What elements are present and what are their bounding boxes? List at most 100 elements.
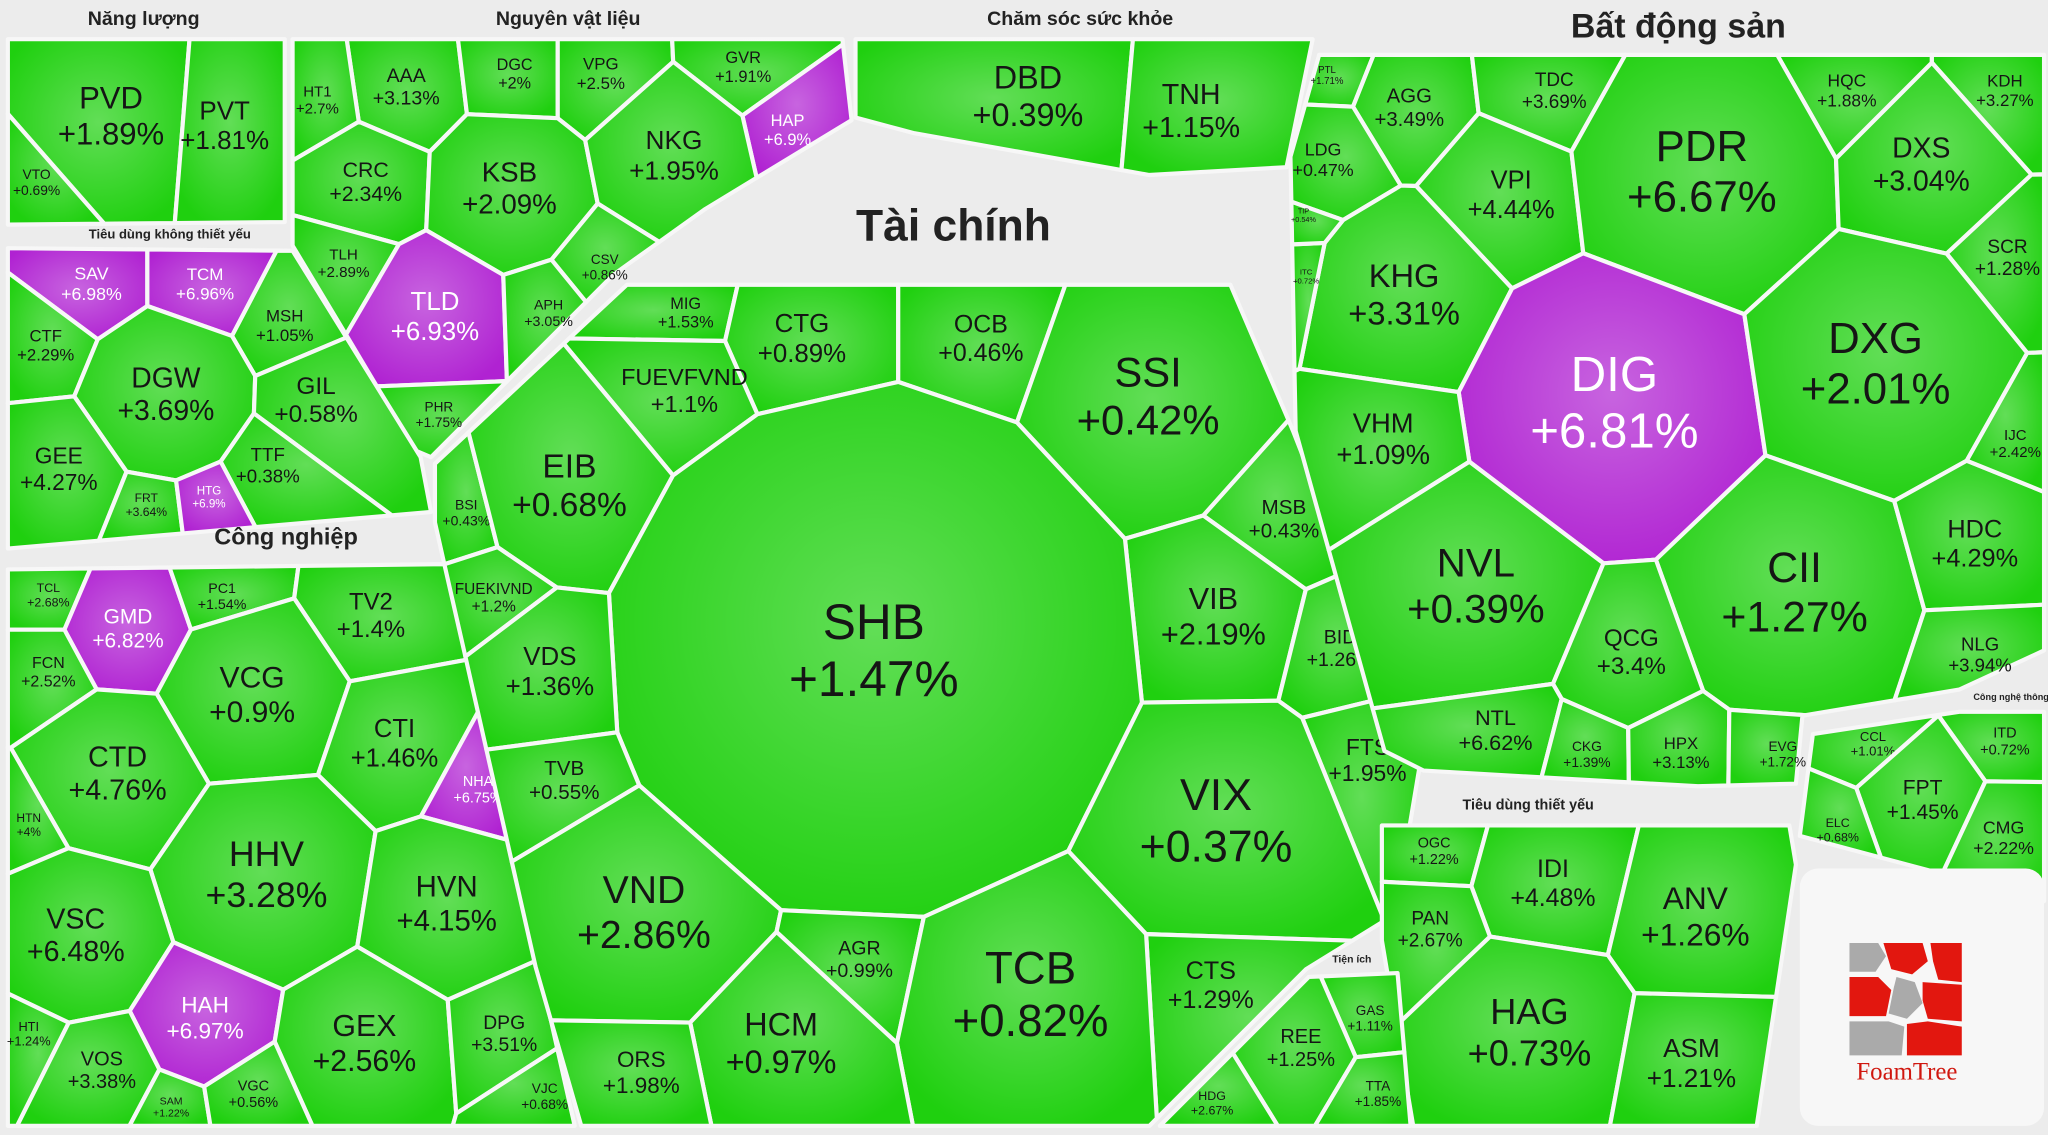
- logo-panel: [1799, 868, 2045, 1126]
- group-title: Tiện ích: [1332, 955, 1371, 966]
- cell-ticker: VOS: [81, 1048, 123, 1070]
- cell-ticker: ELC: [1826, 816, 1850, 830]
- cell-ticker: VTO: [22, 166, 50, 182]
- cell-value-label: +1.1%: [651, 391, 718, 417]
- group-title: Tiêu dùng không thiết yếu: [89, 227, 251, 242]
- cell-value-label: +0.42%: [1077, 397, 1220, 444]
- cell-value-label: +4.29%: [1932, 545, 2019, 573]
- cell-ticker: DBD: [994, 60, 1062, 96]
- cell-value-label: +0.68%: [1817, 830, 1859, 844]
- cell-value-label: +1.46%: [351, 745, 438, 773]
- cell-value-label: +1.95%: [1328, 760, 1406, 786]
- group-title: Tài chính: [856, 201, 1051, 250]
- logo: FoamTree: [1799, 868, 2045, 1126]
- cell-ticker: TIP: [1298, 206, 1309, 215]
- cell-ticker: HAH: [181, 992, 229, 1017]
- cell-value-label: +1.98%: [603, 1073, 680, 1098]
- cell-ticker: FUEVFVND: [621, 364, 748, 390]
- cell-value-label: +3.27%: [1976, 91, 2034, 110]
- cell-ticker: CRC: [343, 158, 389, 182]
- cell-ticker: NKG: [646, 125, 703, 155]
- cell-ticker: HTN: [16, 811, 41, 825]
- cell-value-label: +2.01%: [1801, 365, 1951, 414]
- cell-ticker: VPG: [583, 55, 619, 74]
- cell-ticker: CKG: [1572, 738, 1602, 754]
- cell-ticker: DIG: [1571, 347, 1659, 402]
- cell-ticker: TLD: [411, 288, 460, 316]
- cell-value-label: +1.47%: [789, 651, 959, 707]
- cell-value-label: +2.67%: [1191, 1103, 1233, 1117]
- cell-ticker: CSV: [591, 252, 619, 267]
- cell-ticker: MSB: [1262, 496, 1307, 519]
- cell-value-label: +0.82%: [953, 995, 1109, 1046]
- cell-ticker: NHA: [463, 774, 494, 790]
- group: OGC+1.22% IDI+4.48% ANV+1.26%PAN+2.67%HAG+…: [1379, 823, 1798, 1128]
- cell-value-label: +1.28%: [1975, 259, 2040, 280]
- cell-ticker: SAM: [160, 1096, 183, 1108]
- cell-ticker: TCL: [37, 581, 61, 595]
- cell-value-label: +6.48%: [27, 936, 125, 968]
- cell-value-label: +1.21%: [1647, 1063, 1736, 1093]
- cell-value-label: +4.76%: [68, 774, 166, 806]
- group-title: Công nghệ thông tin: [1973, 692, 2048, 702]
- cell-ticker: VSC: [46, 903, 105, 935]
- cell-ticker: GMD: [104, 606, 153, 629]
- cell-value-label: +2.09%: [462, 188, 557, 219]
- cell-value-label: +6.9%: [192, 498, 225, 511]
- cell-ticker: HTI: [18, 1019, 39, 1034]
- cell-value-label: +3.05%: [524, 314, 573, 330]
- cell-value-label: +0.47%: [1293, 160, 1354, 180]
- cell-value-label: +6.96%: [176, 284, 234, 303]
- cell-value-label: +6.98%: [61, 284, 122, 304]
- cell-value-label: +3.49%: [1374, 109, 1444, 131]
- cell-value-label: +3.64%: [126, 505, 168, 519]
- group-title: Tiêu dùng thiết yếu: [1462, 798, 1593, 814]
- cell-ticker: NLG: [1961, 633, 1999, 654]
- cell-ticker: AAA: [387, 65, 427, 87]
- cell-value-label: +0.54%: [1291, 215, 1316, 224]
- cell-ticker: TV2: [349, 589, 393, 616]
- cell-value-label: +4.27%: [20, 469, 98, 495]
- cell-value-label: +0.39%: [1407, 586, 1545, 631]
- cell-value-label: +2.7%: [296, 101, 339, 118]
- cell-value-label: +6.93%: [391, 318, 479, 346]
- cell-ticker: TLH: [329, 246, 358, 263]
- cell-value-label: +6.67%: [1627, 173, 1777, 222]
- cell-ticker: IJC: [2004, 427, 2027, 444]
- cell-ticker: SCR: [1987, 237, 2027, 258]
- cell-value-label: +3.04%: [1873, 165, 1970, 197]
- cell-value-label: +1.15%: [1142, 112, 1240, 144]
- cell-ticker: ASM: [1663, 1033, 1720, 1063]
- cell-ticker: ITC: [1300, 268, 1313, 277]
- cell-value-label: +4.44%: [1468, 196, 1555, 224]
- cell-ticker: TTF: [251, 444, 285, 465]
- cell-value-label: +2.56%: [313, 1045, 417, 1078]
- cell-ticker: KDH: [1987, 72, 2023, 91]
- group-title: Bất động sản: [1571, 8, 1786, 46]
- cell-value-label: +3.28%: [206, 875, 328, 915]
- cell-value-label: +2.5%: [577, 74, 625, 93]
- cell-ticker: DPG: [483, 1013, 525, 1034]
- cell-value-label: +2.86%: [577, 914, 711, 957]
- cell-ticker: IDI: [1537, 855, 1569, 883]
- cell-ticker: GEX: [332, 1010, 396, 1043]
- cell-value-label: +2.34%: [329, 182, 402, 206]
- cell-value-label: +3.31%: [1348, 295, 1460, 332]
- cell-ticker: EIB: [542, 449, 596, 486]
- cell-value-label: +4%: [17, 825, 42, 839]
- cell-ticker: PVD: [79, 81, 143, 116]
- cell-value-label: +0.58%: [274, 401, 357, 428]
- cell-ticker: VJC: [532, 1081, 558, 1096]
- cell-ticker: GIL: [296, 373, 335, 400]
- cell-ticker: CTD: [88, 741, 147, 773]
- cell-value-label: +1.25%: [1267, 1049, 1336, 1071]
- cell-ticker: PTL: [1318, 65, 1336, 76]
- cell-ticker: TDC: [1535, 70, 1574, 91]
- cell-ticker: HPX: [1664, 734, 1698, 753]
- cell-value-label: +6.82%: [92, 630, 163, 653]
- cell-ticker: CTF: [29, 326, 61, 345]
- group-title: Chăm sóc sức khỏe: [987, 8, 1173, 30]
- cell-value-label: +1.81%: [180, 125, 269, 155]
- cell-value-label: +0.56%: [229, 1095, 279, 1111]
